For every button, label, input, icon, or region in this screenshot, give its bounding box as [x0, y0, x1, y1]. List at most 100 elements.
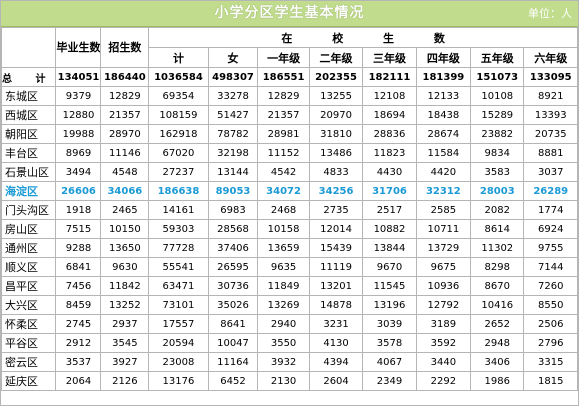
- total-cell: 202355: [308, 67, 364, 87]
- value-cell: 59303: [148, 219, 209, 239]
- value-cell: 14878: [308, 295, 364, 315]
- value-cell: 11842: [100, 276, 150, 296]
- value-cell: 19988: [55, 124, 102, 144]
- value-cell: 2517: [362, 200, 417, 220]
- value-cell: 13255: [308, 86, 364, 106]
- value-cell: 9834: [470, 143, 525, 163]
- value-cell: 2082: [470, 200, 525, 220]
- value-cell: 32312: [415, 181, 472, 201]
- sub-header-cell: 一年级: [257, 47, 310, 68]
- value-cell: 13650: [100, 238, 150, 258]
- title-bar: 小学分区学生基本情况 单位：人: [1, 1, 578, 27]
- table-row: 东城区 9379 12829 69354 33278 12829 13255 12108 121…: [0, 86, 578, 106]
- value-cell: 13844: [362, 238, 417, 258]
- value-cell: 3494: [55, 162, 102, 182]
- table-row: 房山区 7515 10150 59303 28568 10158 12014 10882 107…: [0, 219, 578, 239]
- table-row: 丰台区 8969 11146 67020 32198 11152 13486 11823 115…: [0, 143, 578, 163]
- value-cell: 4542: [257, 162, 310, 182]
- value-cell: 21357: [100, 105, 150, 125]
- table-row: 朝阳区 19988 28970 162918 78782 28981 31810 28836 2…: [0, 124, 578, 144]
- region-cell: 顺义区: [0, 257, 57, 277]
- value-cell: 27237: [148, 162, 209, 182]
- value-cell: 10936: [415, 276, 472, 296]
- value-cell: 3550: [257, 333, 310, 353]
- region-cell: 怀柔区: [0, 314, 57, 334]
- value-cell: 10158: [257, 219, 310, 239]
- value-cell: 10882: [362, 219, 417, 239]
- value-cell: 20594: [148, 333, 209, 353]
- region-cell: 丰台区: [0, 143, 57, 163]
- value-cell: 2796: [523, 333, 578, 353]
- value-cell: 31706: [362, 181, 417, 201]
- table-row: 昌平区 7456 11842 63471 30736 11849 13201 11545 109…: [0, 276, 578, 296]
- value-cell: 2064: [55, 371, 102, 391]
- value-cell: 186638: [148, 181, 209, 201]
- region-cell: 东城区: [0, 86, 57, 106]
- value-cell: 4430: [362, 162, 417, 182]
- value-cell: 7144: [523, 257, 578, 277]
- value-cell: 108159: [148, 105, 209, 125]
- in-school-header: 在 校 生 数: [148, 27, 578, 48]
- value-cell: 11545: [362, 276, 417, 296]
- value-cell: 13393: [523, 105, 578, 125]
- value-cell: 12880: [55, 105, 102, 125]
- total-cell: 151073: [470, 67, 525, 87]
- value-cell: 3592: [415, 333, 472, 353]
- table-row: 顺义区 6841 9630 55541 26595 9635 11119 9670 9675 82…: [0, 257, 578, 277]
- value-cell: 26595: [207, 257, 259, 277]
- value-cell: 28568: [207, 219, 259, 239]
- value-cell: 6983: [207, 200, 259, 220]
- value-cell: 15439: [308, 238, 364, 258]
- value-cell: 2940: [257, 314, 310, 334]
- value-cell: 28836: [362, 124, 417, 144]
- value-cell: 10416: [470, 295, 525, 315]
- value-cell: 12133: [415, 86, 472, 106]
- value-cell: 4130: [308, 333, 364, 353]
- value-cell: 2130: [257, 371, 310, 391]
- value-cell: 30736: [207, 276, 259, 296]
- value-cell: 9670: [362, 257, 417, 277]
- value-cell: 2349: [362, 371, 417, 391]
- table-row: 延庆区 2064 2126 13176 6452 2130 2604 2349 2292 1986…: [0, 371, 578, 391]
- value-cell: 31810: [308, 124, 364, 144]
- value-cell: 3932: [257, 352, 310, 372]
- value-cell: 2745: [55, 314, 102, 334]
- region-cell: 门头沟区: [0, 200, 57, 220]
- value-cell: 2948: [470, 333, 525, 353]
- graduates-header: 毕业生数: [55, 27, 102, 68]
- value-cell: 8921: [523, 86, 578, 106]
- value-cell: 10150: [100, 219, 150, 239]
- value-cell: 23008: [148, 352, 209, 372]
- value-cell: 2126: [100, 371, 150, 391]
- region-cell: 石景山区: [0, 162, 57, 182]
- value-cell: 12792: [415, 295, 472, 315]
- region-cell: 朝阳区: [0, 124, 57, 144]
- value-cell: 28003: [470, 181, 525, 201]
- value-cell: 89053: [207, 181, 259, 201]
- value-cell: 7260: [523, 276, 578, 296]
- value-cell: 9630: [100, 257, 150, 277]
- unit-label: 单位：人: [528, 7, 572, 20]
- value-cell: 13144: [207, 162, 259, 182]
- value-cell: 2585: [415, 200, 472, 220]
- table-row: 怀柔区 2745 2937 17557 8641 2940 3231 3039 3189 2652…: [0, 314, 578, 334]
- header-row-sub: 计女一年级 二年级 三年级 四年级 五年级 六年级: [2, 47, 578, 68]
- value-cell: 34066: [100, 181, 150, 201]
- value-cell: 15289: [470, 105, 525, 125]
- region-header: [0, 27, 57, 68]
- value-cell: 2506: [523, 314, 578, 334]
- value-cell: 4833: [308, 162, 364, 182]
- value-cell: 162918: [148, 124, 209, 144]
- value-cell: 78782: [207, 124, 259, 144]
- value-cell: 12829: [257, 86, 310, 106]
- value-cell: 35026: [207, 295, 259, 315]
- table-row: 石景山区 3494 4548 27237 13144 4542 4833 4430 4420 35…: [0, 162, 578, 182]
- region-cell: 通州区: [0, 238, 57, 258]
- value-cell: 17557: [148, 314, 209, 334]
- value-cell: 1918: [55, 200, 102, 220]
- total-cell: 498307: [207, 67, 259, 87]
- region-cell: 西城区: [0, 105, 57, 125]
- table-row: 西城区 12880 21357 108159 51427 21357 20970 18694 1…: [0, 105, 578, 125]
- value-cell: 13176: [148, 371, 209, 391]
- value-cell: 13659: [257, 238, 310, 258]
